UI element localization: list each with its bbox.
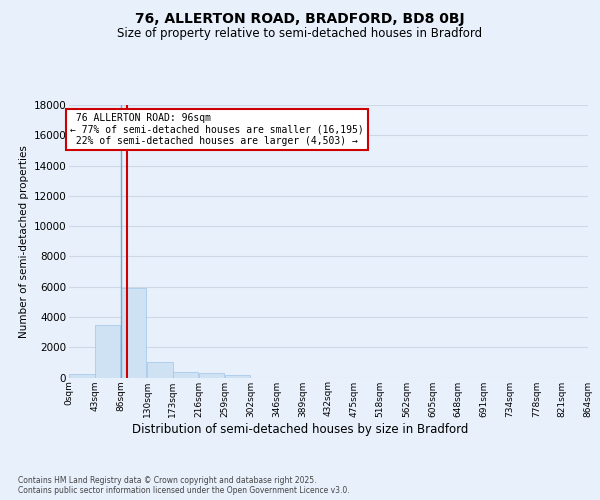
Bar <box>173 372 199 378</box>
Y-axis label: Number of semi-detached properties: Number of semi-detached properties <box>19 145 29 338</box>
Bar <box>95 326 121 378</box>
Bar <box>199 373 224 378</box>
Bar <box>121 288 146 378</box>
Text: Distribution of semi-detached houses by size in Bradford: Distribution of semi-detached houses by … <box>132 422 468 436</box>
Text: 76 ALLERTON ROAD: 96sqm
← 77% of semi-detached houses are smaller (16,195)
 22% : 76 ALLERTON ROAD: 96sqm ← 77% of semi-de… <box>70 112 364 146</box>
Bar <box>225 375 250 378</box>
Bar <box>148 362 173 378</box>
Bar <box>69 374 95 378</box>
Text: Contains HM Land Registry data © Crown copyright and database right 2025.
Contai: Contains HM Land Registry data © Crown c… <box>18 476 350 495</box>
Text: 76, ALLERTON ROAD, BRADFORD, BD8 0BJ: 76, ALLERTON ROAD, BRADFORD, BD8 0BJ <box>135 12 465 26</box>
Text: Size of property relative to semi-detached houses in Bradford: Size of property relative to semi-detach… <box>118 28 482 40</box>
